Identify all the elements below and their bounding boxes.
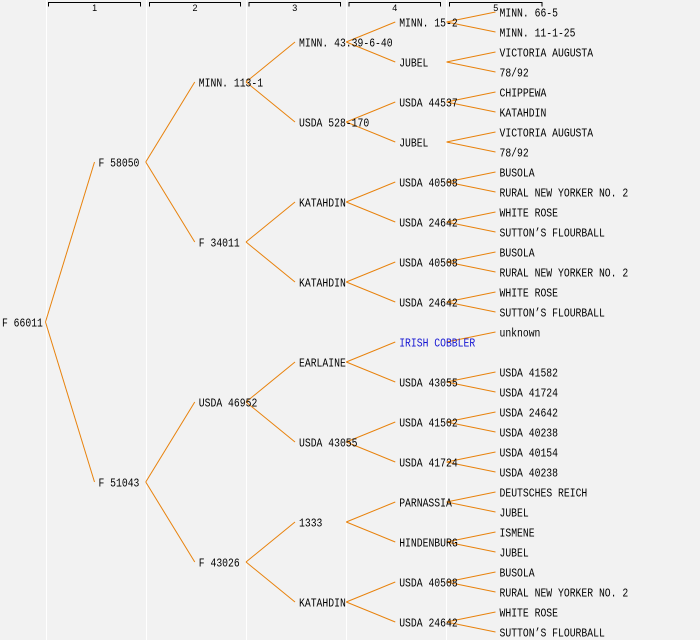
svg-text:USDA 41582: USDA 41582 <box>500 366 559 380</box>
svg-text:USDA 24642: USDA 24642 <box>399 296 458 310</box>
svg-text:F 51043: F 51043 <box>99 476 140 490</box>
svg-text:F 34011: F 34011 <box>199 236 240 250</box>
svg-text:F 66011: F 66011 <box>2 316 43 330</box>
svg-text:4: 4 <box>392 3 397 13</box>
svg-text:USDA 24642: USDA 24642 <box>399 616 458 630</box>
svg-text:RURAL NEW YORKER NO. 2: RURAL NEW YORKER NO. 2 <box>500 586 629 600</box>
svg-text:USDA 46952: USDA 46952 <box>199 396 257 410</box>
svg-text:PARNASSIA: PARNASSIA <box>399 496 452 510</box>
svg-text:USDA 43055: USDA 43055 <box>299 436 358 450</box>
svg-text:MINN. 11-1-25: MINN. 11-1-25 <box>500 26 576 40</box>
svg-text:USDA 41724: USDA 41724 <box>500 386 559 400</box>
svg-text:BUSOLA: BUSOLA <box>500 246 536 260</box>
svg-text:USDA 40238: USDA 40238 <box>500 426 559 440</box>
svg-text:SUTTON’S FLOURBALL: SUTTON’S FLOURBALL <box>500 306 605 320</box>
svg-text:5: 5 <box>493 3 498 13</box>
svg-text:USDA 40508: USDA 40508 <box>399 176 458 190</box>
svg-text:USDA 43055: USDA 43055 <box>399 376 458 390</box>
svg-text:VICTORIA AUGUSTA: VICTORIA AUGUSTA <box>500 126 594 140</box>
svg-text:MINN. 43.39-6-40: MINN. 43.39-6-40 <box>299 36 393 50</box>
svg-text:BUSOLA: BUSOLA <box>500 566 536 580</box>
svg-text:JUBEL: JUBEL <box>500 506 529 520</box>
svg-text:USDA 40154: USDA 40154 <box>500 446 559 460</box>
svg-text:SUTTON’S FLOURBALL: SUTTON’S FLOURBALL <box>500 226 605 240</box>
svg-text:IRISH COBBLER: IRISH COBBLER <box>399 336 475 350</box>
svg-text:USDA 40508: USDA 40508 <box>399 576 458 590</box>
svg-text:USDA 44537: USDA 44537 <box>399 96 458 110</box>
svg-text:HINDENBURG: HINDENBURG <box>399 536 458 550</box>
svg-text:JUBEL: JUBEL <box>500 546 529 560</box>
svg-text:MINN. 113-1: MINN. 113-1 <box>199 76 263 90</box>
svg-text:KATAHDIN: KATAHDIN <box>500 106 547 120</box>
svg-text:RURAL NEW YORKER NO. 2: RURAL NEW YORKER NO. 2 <box>500 186 629 200</box>
svg-text:KATAHDIN: KATAHDIN <box>299 196 346 210</box>
svg-text:RURAL NEW YORKER NO. 2: RURAL NEW YORKER NO. 2 <box>500 266 629 280</box>
svg-text:USDA 40508: USDA 40508 <box>399 256 458 270</box>
svg-text:F 58050: F 58050 <box>99 156 140 170</box>
svg-text:MINN. 15-2: MINN. 15-2 <box>399 16 458 30</box>
svg-text:CHIPPEWA: CHIPPEWA <box>500 86 547 100</box>
svg-text:1333: 1333 <box>299 516 322 530</box>
svg-text:WHITE ROSE: WHITE ROSE <box>500 286 559 300</box>
svg-text:ISMENE: ISMENE <box>500 526 535 540</box>
svg-text:USDA 528-170: USDA 528-170 <box>299 116 369 130</box>
svg-text:KATAHDIN: KATAHDIN <box>299 276 346 290</box>
svg-text:KATAHDIN: KATAHDIN <box>299 596 346 610</box>
svg-text:WHITE ROSE: WHITE ROSE <box>500 206 559 220</box>
svg-text:USDA 41724: USDA 41724 <box>399 456 458 470</box>
svg-text:JUBEL: JUBEL <box>399 56 428 70</box>
svg-text:BUSOLA: BUSOLA <box>500 166 536 180</box>
svg-text:USDA 41502: USDA 41502 <box>399 416 458 430</box>
svg-text:3: 3 <box>292 3 297 13</box>
svg-text:78/92: 78/92 <box>500 146 529 160</box>
svg-text:2: 2 <box>192 3 197 13</box>
svg-text:USDA 40238: USDA 40238 <box>500 466 559 480</box>
svg-text:VICTORIA AUGUSTA: VICTORIA AUGUSTA <box>500 46 594 60</box>
svg-text:1: 1 <box>92 3 97 13</box>
svg-text:unknown: unknown <box>500 326 541 340</box>
svg-text:USDA 24642: USDA 24642 <box>500 406 559 420</box>
svg-text:USDA 24642: USDA 24642 <box>399 216 458 230</box>
svg-text:MINN. 66-5: MINN. 66-5 <box>500 6 559 20</box>
svg-text:78/92: 78/92 <box>500 66 529 80</box>
svg-text:JUBEL: JUBEL <box>399 136 428 150</box>
svg-text:F 43026: F 43026 <box>199 556 240 570</box>
svg-text:SUTTON’S FLOURBALL: SUTTON’S FLOURBALL <box>500 626 605 640</box>
svg-text:WHITE ROSE: WHITE ROSE <box>500 606 559 620</box>
svg-text:EARLAINE: EARLAINE <box>299 356 346 370</box>
svg-text:DEUTSCHES REICH: DEUTSCHES REICH <box>500 486 588 500</box>
